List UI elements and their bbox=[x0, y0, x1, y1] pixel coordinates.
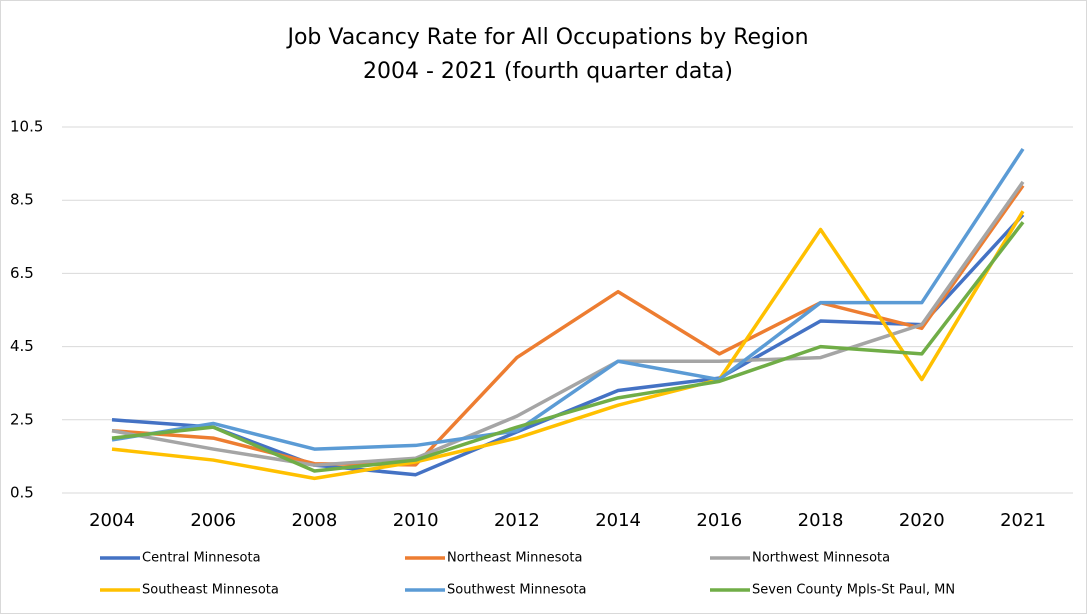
x-tick-label: 2012 bbox=[494, 510, 540, 531]
x-tick-label: 2016 bbox=[696, 510, 742, 531]
y-tick-label: 2.5 bbox=[10, 410, 34, 428]
chart-subtitle: 2004 - 2021 (fourth quarter data) bbox=[363, 59, 733, 84]
chart-title: Job Vacancy Rate for All Occupations by … bbox=[285, 25, 808, 50]
legend-label: Northwest Minnesota bbox=[752, 551, 890, 566]
x-tick-label: 2021 bbox=[1000, 510, 1046, 531]
series-line bbox=[111, 180, 1025, 467]
y-tick-label: 4.5 bbox=[10, 337, 34, 355]
y-tick-label: 6.5 bbox=[10, 264, 34, 282]
x-tick-label: 2014 bbox=[595, 510, 641, 531]
y-tick-label: 0.5 bbox=[10, 484, 34, 502]
y-tick-label: 8.5 bbox=[10, 191, 34, 209]
series-line bbox=[111, 147, 1025, 451]
x-tick-label: 2010 bbox=[393, 510, 439, 531]
x-tick-label: 2008 bbox=[292, 510, 338, 531]
legend-label: Seven County Mpls-St Paul, MN bbox=[752, 583, 955, 598]
legend-label: Northeast Minnesota bbox=[447, 551, 582, 566]
x-tick-label: 2020 bbox=[899, 510, 945, 531]
series-line bbox=[111, 221, 1025, 473]
x-tick-label: 2018 bbox=[798, 510, 844, 531]
x-tick-label: 2006 bbox=[190, 510, 236, 531]
y-tick-label: 10.5 bbox=[10, 118, 43, 136]
x-tick-label: 2004 bbox=[89, 510, 135, 531]
series-line bbox=[111, 210, 1025, 481]
legend-label: Central Minnesota bbox=[142, 551, 261, 566]
legend-label: Southwest Minnesota bbox=[447, 583, 587, 598]
legend-label: Southeast Minnesota bbox=[142, 583, 279, 598]
